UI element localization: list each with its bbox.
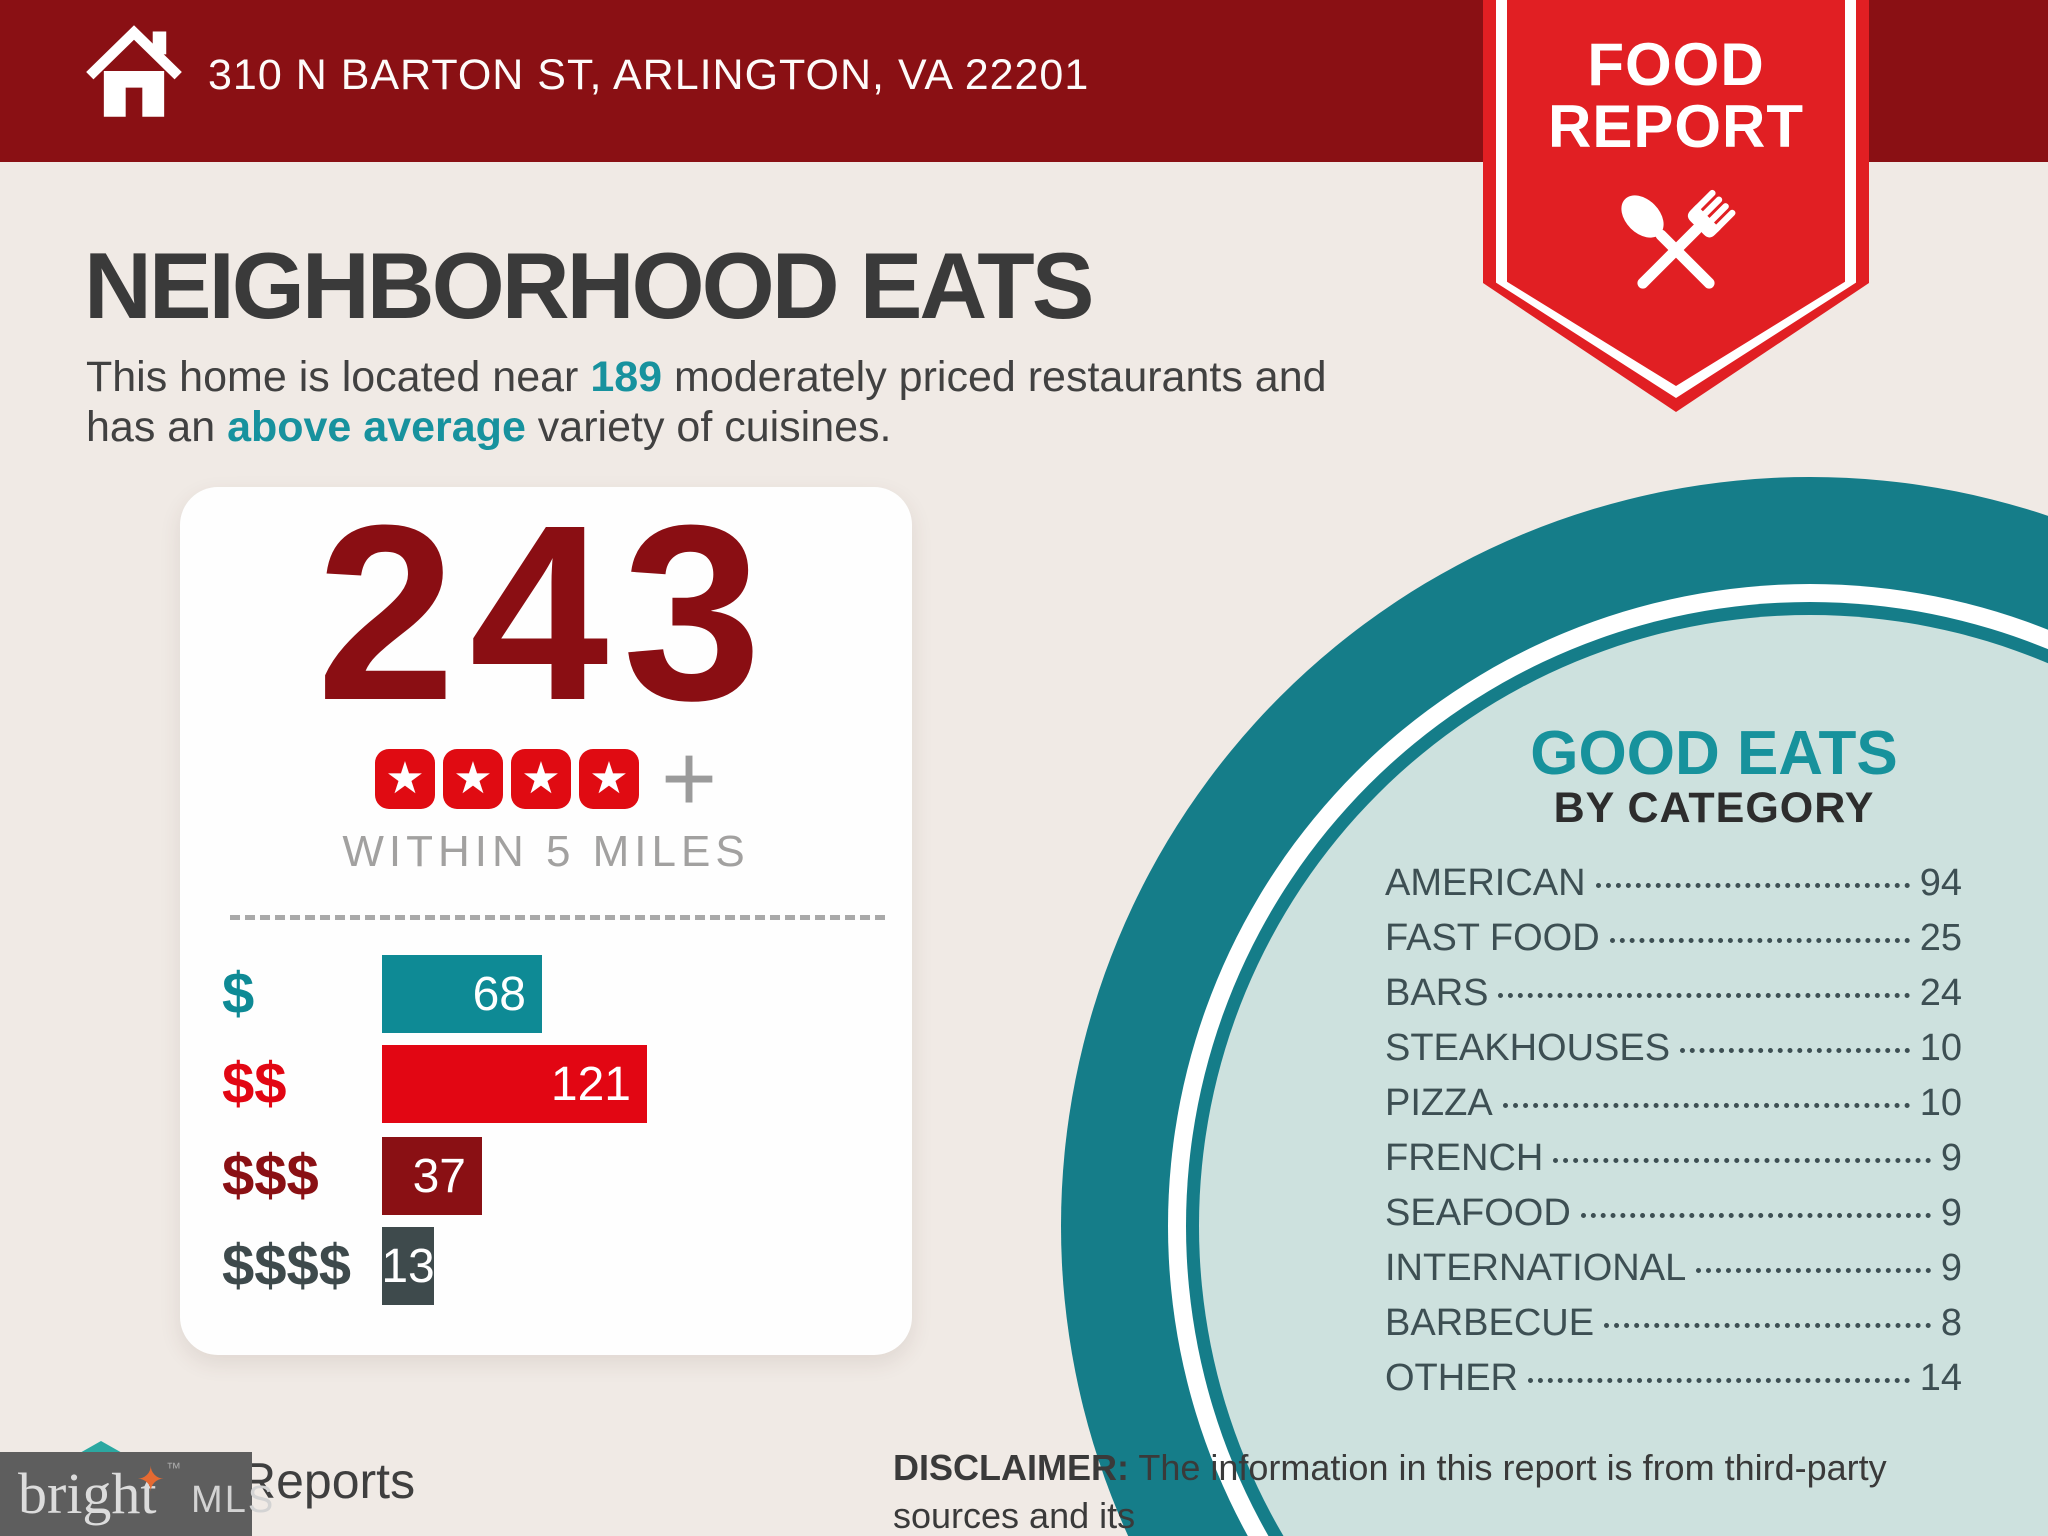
total-restaurant-count: 243 <box>316 473 776 752</box>
rating-stars-row: ★ ★ ★ ★ + <box>180 725 912 832</box>
category-row: AMERICAN 94 <box>1385 862 1962 904</box>
ribbon-title-line1: FOOD <box>1587 31 1765 98</box>
price-tier-bar: 121 <box>382 1045 647 1123</box>
dot-leader <box>1696 1268 1931 1273</box>
price-tier-label: $$$$ <box>222 1233 352 1298</box>
bright-star-icon: ✦ <box>136 1461 166 1499</box>
plus-icon: + <box>660 725 718 832</box>
price-tier-row: $$$ 37 <box>180 1137 912 1215</box>
dot-leader <box>1498 993 1910 998</box>
good-eats-title: GOOD EATS <box>1530 719 1898 788</box>
dot-leader <box>1595 883 1910 888</box>
star-icon: ★ <box>442 749 503 809</box>
dot-leader <box>1502 1103 1910 1108</box>
price-tier-bar: 68 <box>382 955 542 1033</box>
dashed-divider <box>230 915 885 920</box>
trademark-symbol: ™ <box>166 1459 182 1477</box>
crossed-spoon-and-fork-icon <box>1621 189 1736 289</box>
price-tier-bar: 13 <box>381 1227 435 1305</box>
category-row: FRENCH 9 <box>1385 1137 1962 1179</box>
ribbon-title-line2: REPORT <box>1547 93 1805 160</box>
star-icons: ★ ★ ★ ★ <box>374 749 639 809</box>
restaurant-summary-card: 243 ★ ★ ★ ★ + WITHIN 5 MILES $ 68 $$ 121 $$… <box>180 487 912 1355</box>
intro-text: This home is located near 189 moderately… <box>86 352 1327 452</box>
star-icon: ★ <box>578 749 639 809</box>
good-eats-subtitle: BY CATEGORY <box>1553 784 1875 832</box>
dot-leader <box>1553 1158 1931 1163</box>
dot-leader <box>1580 1213 1931 1218</box>
category-row: FAST FOOD 25 <box>1385 917 1962 959</box>
intro-line2: has an above average variety of cuisines… <box>86 403 892 451</box>
price-tier-row: $$ 121 <box>180 1045 912 1123</box>
price-tier-label: $$ <box>222 1051 287 1116</box>
intro-line1: This home is located near 189 moderately… <box>86 353 1327 401</box>
page-title: NEIGHBORHOOD EATS <box>84 233 1094 338</box>
radius-caption: WITHIN 5 MILES <box>342 827 750 876</box>
price-tier-row: $$$$ 13 <box>180 1227 912 1305</box>
disclaimer-line1: DISCLAIMER: The information in this repo… <box>893 1447 1887 1536</box>
dot-leader <box>1609 938 1910 943</box>
category-row: BARS 24 <box>1385 972 1962 1014</box>
bright-mls-watermark: bright ✦ ™ MLS <box>0 1452 273 1536</box>
price-tier-row: $ 68 <box>180 955 912 1033</box>
ribbon-title: FOOD REPORT <box>1483 34 1869 158</box>
category-row: PIZZA 10 <box>1385 1082 1962 1124</box>
dot-leader <box>1680 1048 1910 1053</box>
category-row: SEAFOOD 9 <box>1385 1192 1962 1234</box>
dot-leader <box>1528 1378 1910 1383</box>
bright-logo-text: bright <box>18 1461 157 1526</box>
good-eats-category-list: AMERICAN 94 FAST FOOD 25 BARS 24 STEAKHOUSE… <box>1385 862 1962 1412</box>
dot-leader <box>1604 1323 1931 1328</box>
price-tier-label: $$$ <box>222 1143 319 1208</box>
food-report-ribbon: FOOD REPORT <box>1483 0 1869 412</box>
price-tier-bar: 37 <box>382 1137 482 1215</box>
category-row: BARBECUE 8 <box>1385 1302 1962 1344</box>
disclaimer-text: DISCLAIMER: The information in this repo… <box>893 1444 1923 1536</box>
partial-reports-logo: Reports <box>240 1453 416 1509</box>
variety-highlight: above average <box>227 403 526 451</box>
star-icon: ★ <box>510 749 571 809</box>
mls-logo-text: MLS <box>191 1478 276 1521</box>
category-row: STEAKHOUSES 10 <box>1385 1027 1962 1069</box>
home-icon <box>86 25 182 117</box>
property-address: 310 N BARTON ST, ARLINGTON, VA 22201 <box>208 50 1090 99</box>
star-icon: ★ <box>374 749 435 809</box>
category-row: INTERNATIONAL 9 <box>1385 1247 1962 1289</box>
category-row: OTHER 14 <box>1385 1357 1962 1399</box>
restaurant-count: 189 <box>590 353 663 401</box>
price-tier-label: $ <box>222 961 255 1026</box>
